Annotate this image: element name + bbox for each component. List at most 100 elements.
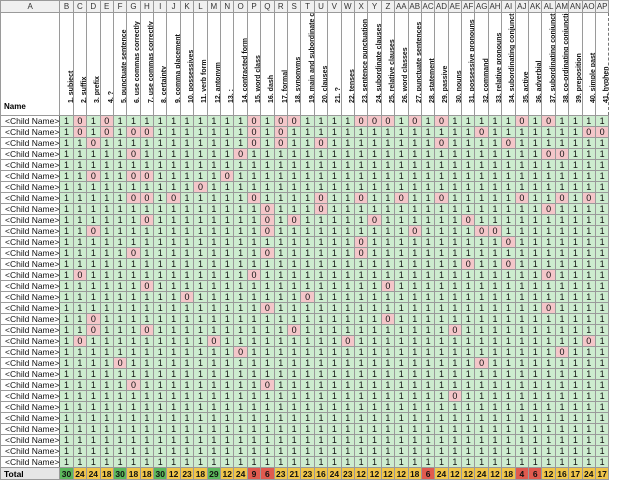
score-cell[interactable]: 1 [353,137,369,149]
score-cell[interactable]: 1 [99,170,114,182]
score-cell[interactable]: 1 [179,148,195,160]
score-cell[interactable]: 1 [233,170,248,182]
score-cell[interactable]: 1 [220,313,235,325]
score-cell[interactable]: 1 [273,269,288,281]
score-cell[interactable]: 1 [273,368,288,380]
score-cell[interactable]: 1 [286,346,302,358]
score-cell[interactable]: 1 [313,445,329,457]
score-cell[interactable]: 1 [179,126,195,138]
total-cell[interactable]: 16 [554,467,570,480]
score-cell[interactable]: 1 [86,401,101,413]
score-cell[interactable]: 1 [594,214,610,226]
score-cell[interactable]: 1 [380,269,396,281]
score-cell[interactable]: 0 [447,390,463,402]
score-cell[interactable]: 1 [86,379,101,391]
total-cell[interactable]: 23 [340,467,355,480]
score-cell[interactable]: 1 [461,335,476,347]
score-cell[interactable]: 1 [340,346,355,358]
total-cell[interactable]: 12 [166,467,181,480]
score-cell[interactable]: 1 [300,434,315,446]
total-cell[interactable]: 24 [581,467,596,480]
score-cell[interactable]: 1 [487,126,503,138]
score-cell[interactable]: 1 [99,236,114,248]
score-cell[interactable]: 1 [273,170,288,182]
score-cell[interactable]: 1 [461,126,476,138]
score-cell[interactable]: 1 [528,126,543,138]
score-cell[interactable]: 1 [541,214,556,226]
score-cell[interactable]: 1 [112,192,128,204]
total-label[interactable]: Total [0,467,61,480]
score-cell[interactable]: 1 [501,390,516,402]
child-name-cell[interactable]: <Child Name> [0,269,61,281]
score-cell[interactable]: 1 [447,335,463,347]
score-cell[interactable]: 1 [327,181,342,193]
question-header[interactable]: 28. statement [420,12,436,116]
score-cell[interactable]: 1 [179,137,195,149]
score-cell[interactable]: 1 [380,225,396,237]
score-cell[interactable]: 1 [501,434,516,446]
score-cell[interactable]: 0 [554,148,570,160]
score-cell[interactable]: 1 [179,313,195,325]
score-cell[interactable]: 1 [340,236,355,248]
score-cell[interactable]: 1 [86,203,101,215]
score-cell[interactable]: 1 [233,302,248,314]
score-cell[interactable]: 1 [367,137,382,149]
score-cell[interactable]: 1 [139,401,155,413]
question-header[interactable]: 12. antonym [206,12,222,116]
score-cell[interactable]: 1 [461,434,476,446]
score-cell[interactable]: 1 [233,423,248,435]
score-cell[interactable]: 1 [286,368,302,380]
score-cell[interactable]: 1 [246,434,262,446]
score-cell[interactable]: 1 [528,390,543,402]
score-cell[interactable]: 1 [594,313,610,325]
score-cell[interactable]: 1 [72,148,88,160]
child-name-cell[interactable]: <Child Name> [0,379,61,391]
score-cell[interactable]: 1 [340,390,355,402]
score-cell[interactable]: 1 [233,313,248,325]
score-cell[interactable]: 1 [286,269,302,281]
score-cell[interactable]: 1 [420,412,436,424]
score-cell[interactable]: 1 [139,445,155,457]
score-cell[interactable]: 0 [407,225,422,237]
column-letter-AO[interactable]: AO [581,0,596,13]
score-cell[interactable]: 1 [59,346,74,358]
score-cell[interactable]: 1 [206,434,222,446]
score-cell[interactable]: 1 [434,126,449,138]
child-name-cell[interactable]: <Child Name> [0,137,61,149]
question-header[interactable]: 40. simple past [581,12,596,116]
score-cell[interactable]: 1 [568,137,583,149]
score-cell[interactable]: 1 [313,159,329,171]
score-cell[interactable]: 1 [367,236,382,248]
question-header[interactable]: 27. punctuate sentences [407,12,422,116]
score-cell[interactable]: 1 [541,192,556,204]
score-cell[interactable]: 1 [153,291,168,303]
score-cell[interactable]: 1 [153,137,168,149]
score-cell[interactable]: 1 [528,401,543,413]
score-cell[interactable]: 0 [233,148,248,160]
question-header[interactable]: 21. ? [327,12,342,116]
score-cell[interactable]: 1 [220,181,235,193]
score-cell[interactable]: 1 [420,181,436,193]
score-cell[interactable]: 0 [72,115,88,127]
score-cell[interactable]: 1 [528,324,543,336]
score-cell[interactable]: 1 [166,170,181,182]
score-cell[interactable]: 1 [233,445,248,457]
score-cell[interactable]: 1 [233,214,248,226]
score-cell[interactable]: 1 [313,401,329,413]
score-cell[interactable]: 1 [420,434,436,446]
score-cell[interactable]: 1 [86,192,101,204]
score-cell[interactable]: 0 [99,115,114,127]
score-cell[interactable]: 1 [246,258,262,270]
score-cell[interactable]: 1 [340,412,355,424]
score-cell[interactable]: 1 [594,269,610,281]
score-cell[interactable]: 1 [541,280,556,292]
score-cell[interactable]: 1 [581,214,596,226]
score-cell[interactable]: 1 [139,203,155,215]
column-letter-AF[interactable]: AF [461,0,476,13]
score-cell[interactable]: 1 [353,346,369,358]
score-cell[interactable]: 1 [206,247,222,259]
score-cell[interactable]: 1 [340,291,355,303]
score-cell[interactable]: 1 [407,335,422,347]
column-letter-V[interactable]: V [327,0,342,13]
score-cell[interactable]: 1 [420,225,436,237]
